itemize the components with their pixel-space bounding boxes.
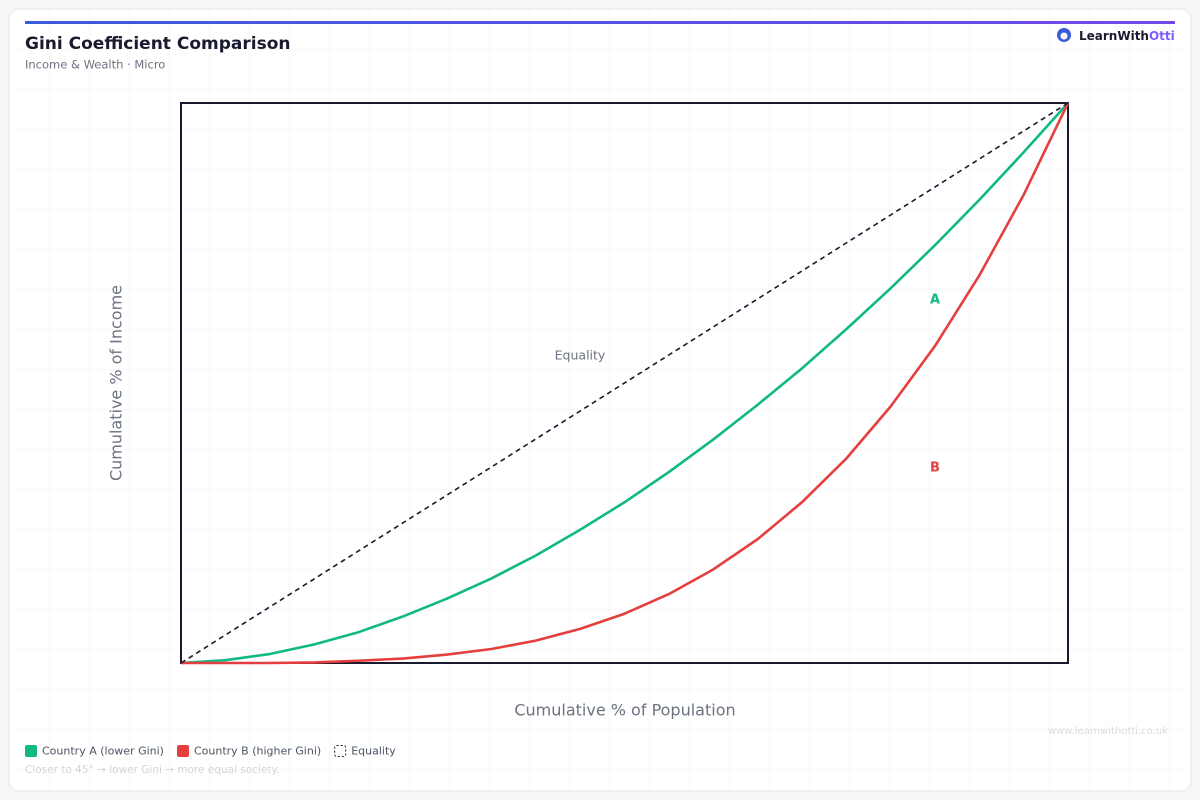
top-bar bbox=[25, 21, 1175, 24]
legend-swatch bbox=[176, 745, 189, 757]
plot-frame bbox=[180, 102, 1069, 664]
legend: Country A (lower Gini) Country B (higher … bbox=[25, 745, 396, 758]
chart-title: Gini Coefficient Comparison bbox=[25, 34, 290, 54]
legend-label: Country A (lower Gini) bbox=[42, 745, 164, 758]
brand-name: LearnWithOtti bbox=[1079, 29, 1175, 43]
legend-label: Country B (higher Gini) bbox=[194, 745, 321, 758]
chart-subtitle: Income & Wealth · Micro bbox=[25, 58, 165, 72]
lorenz-curve bbox=[180, 102, 1069, 665]
legend-swatch bbox=[334, 745, 347, 757]
legend-label: Equality bbox=[351, 745, 396, 758]
annotation: B bbox=[930, 461, 940, 476]
equality-line bbox=[180, 102, 1069, 664]
x-axis-label: Cumulative % of Population bbox=[514, 701, 735, 720]
lorenz-curve bbox=[181, 102, 1070, 665]
brand-name-main: LearnWith bbox=[1079, 29, 1149, 43]
annotation: A bbox=[930, 293, 940, 308]
legend-swatch bbox=[25, 745, 37, 757]
annotation: Equality bbox=[555, 348, 606, 363]
brand-name-highlight: Otti bbox=[1149, 29, 1175, 43]
card-grid bbox=[10, 10, 1190, 790]
y-axis-label: Cumulative % of Income bbox=[107, 285, 126, 481]
logo-icon-inner bbox=[1060, 32, 1068, 40]
footnote: Closer to 45° → lower Gini → more equal … bbox=[25, 764, 280, 776]
brand-logo: LearnWithOtti bbox=[1057, 28, 1175, 43]
watermark: www.learnwithotti.co.uk bbox=[1048, 726, 1168, 737]
